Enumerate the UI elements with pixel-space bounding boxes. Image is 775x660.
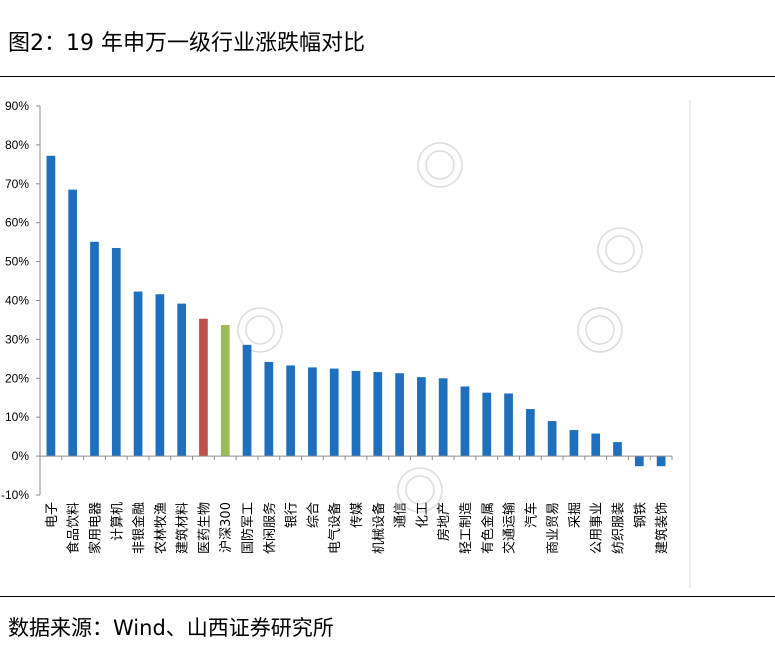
source-note: 数据来源：Wind、山西证券研究所 (8, 616, 334, 640)
category-label: 化工 (415, 502, 430, 528)
category-label: 传媒 (350, 502, 365, 528)
bar (199, 318, 208, 457)
bar (417, 377, 426, 457)
category-label: 汽车 (523, 502, 539, 528)
bar (460, 386, 470, 457)
bar (286, 365, 295, 457)
watermark-logo (397, 467, 443, 513)
category-label: 房地产 (436, 502, 452, 541)
bar (569, 430, 579, 457)
category-label: 公用事业 (590, 502, 605, 554)
category-label: 有色金属 (480, 502, 496, 554)
y-tick-label: -10% (1, 488, 29, 502)
bar (90, 241, 99, 457)
watermark-logo (237, 307, 283, 353)
category-label: 钢铁 (633, 502, 648, 528)
industry-returns-bar-chart: -10% 0% 10% 20% 30% 40% 50% 60% 70% 80% 90% 电子 食品饮料… (1, 99, 691, 588)
category-label: 国防军工 (240, 502, 256, 554)
bar (482, 392, 492, 457)
category-label: 综合 (306, 502, 321, 528)
category-label: 建筑材料 (175, 502, 191, 554)
bar (264, 361, 274, 457)
category-label: 电子 (45, 502, 60, 528)
y-axis-ticks: -10% 0% 10% 20% 30% 40% 50% 60% 70% 80% 90% (1, 99, 40, 502)
x-axis-ticks (39, 456, 673, 461)
category-label: 电气设备 (327, 502, 343, 554)
category-label: 建筑装饰 (654, 502, 670, 554)
bottom-rule (0, 596, 775, 597)
figure-title: 图2：19 年申万一级行业涨跌幅对比 (8, 31, 365, 56)
bar (155, 294, 165, 457)
bar (220, 325, 230, 457)
y-tick-label: 80% (5, 138, 29, 152)
category-label: 纺织服装 (612, 502, 627, 554)
bar (395, 373, 404, 457)
category-label: 采掘 (568, 502, 583, 528)
top-rule (0, 76, 775, 77)
bar (525, 409, 535, 457)
bar (351, 370, 361, 457)
bar (177, 303, 187, 457)
y-tick-label: 70% (5, 177, 29, 191)
bar (329, 368, 339, 457)
watermark-logo (417, 142, 463, 188)
bar (613, 442, 622, 457)
bar (111, 247, 121, 457)
category-label: 轻工制造 (459, 502, 474, 554)
y-tick-label: 60% (5, 216, 29, 230)
category-label: 家用电器 (87, 502, 103, 554)
category-label: 沪深300 (218, 502, 234, 553)
watermark-layer (237, 142, 643, 513)
category-label: 休闲服务 (262, 502, 278, 554)
category-label: 食品饮料 (66, 502, 82, 554)
bar (438, 378, 448, 457)
category-label: 农林牧渔 (154, 502, 169, 554)
category-label: 机械设备 (371, 502, 387, 554)
category-label: 非银金融 (131, 502, 147, 554)
bar (656, 456, 666, 467)
watermark-logo (577, 307, 623, 353)
y-tick-label: 10% (5, 410, 29, 424)
category-label: 商业贸易 (546, 502, 561, 554)
category-labels: 电子 食品饮料 家用电器 计算机 非银金融 农林牧渔 建筑材料 医药生物 沪深300 国防军工 休闲… (45, 502, 670, 554)
bar (242, 344, 252, 457)
y-tick-label: 20% (5, 371, 29, 385)
category-label: 医药生物 (197, 502, 212, 554)
bar (591, 433, 601, 457)
category-label: 交通运输 (502, 502, 518, 554)
category-label: 银行 (285, 502, 300, 528)
y-tick-label: 90% (5, 99, 29, 113)
bar (308, 367, 317, 457)
category-label: 通信 (394, 502, 409, 528)
bar (46, 155, 56, 457)
y-tick-label: 30% (5, 332, 29, 346)
bar (547, 421, 557, 457)
y-tick-label: 0% (12, 449, 30, 463)
bar (634, 456, 644, 467)
watermark-logo (597, 227, 643, 273)
bar (373, 372, 383, 457)
bar (68, 189, 78, 457)
y-tick-label: 40% (5, 294, 29, 308)
y-tick-label: 50% (5, 255, 29, 269)
bars (46, 155, 666, 467)
bar (133, 291, 143, 457)
category-label: 计算机 (110, 502, 125, 541)
bar (504, 393, 513, 457)
